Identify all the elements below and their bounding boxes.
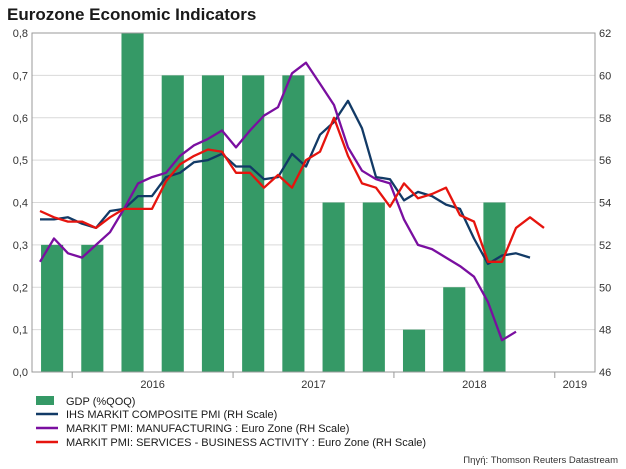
chart-title: Eurozone Economic Indicators — [7, 5, 257, 24]
year-label: 2019 — [563, 379, 587, 391]
legend: GDP (%QOQ) IHS MARKIT COMPOSITE PMI (RH … — [36, 396, 426, 449]
x-axis: 2016 2017 2018 2019 — [71, 372, 587, 391]
series-line-1 — [39, 61, 517, 342]
right-tick-label: 52 — [599, 240, 611, 252]
gdp-bar — [201, 75, 225, 372]
left-tick-label: 0,1 — [13, 325, 28, 337]
right-tick-label: 54 — [599, 198, 611, 210]
gdp-bar — [483, 202, 506, 372]
gdp-bar — [81, 244, 104, 372]
legend-swatch-gdp — [36, 396, 54, 405]
source-note: Πηγή: Thomson Reuters Datastream — [463, 455, 618, 466]
pmi-lines — [39, 61, 545, 342]
gdp-bar — [282, 75, 305, 372]
gdp-bar — [161, 75, 184, 372]
legend-label-composite: IHS MARKIT COMPOSITE PMI (RH Scale) — [66, 409, 277, 421]
right-tick-label: 48 — [599, 325, 611, 337]
legend-label-gdp: GDP (%QOQ) — [66, 396, 135, 408]
left-tick-label: 0,4 — [13, 198, 28, 210]
right-tick-label: 46 — [599, 367, 611, 379]
right-tick-label: 58 — [599, 113, 611, 125]
right-tick-label: 62 — [599, 28, 611, 40]
left-tick-label: 0,3 — [13, 240, 28, 252]
gdp-bar — [242, 75, 265, 372]
left-tick-label: 0,8 — [13, 28, 28, 40]
left-tick-label: 0,2 — [13, 282, 28, 294]
gdp-bars — [41, 33, 506, 372]
gridlines — [32, 32, 595, 373]
year-label: 2018 — [462, 379, 486, 391]
left-axis: 0,0 0,1 0,2 0,3 0,4 0,5 0,6 0,7 0,8 — [13, 28, 28, 379]
right-tick-label: 60 — [599, 70, 611, 82]
left-tick-label: 0,7 — [13, 70, 28, 82]
gdp-bar — [41, 244, 64, 372]
left-tick-label: 0,5 — [13, 155, 28, 167]
year-label: 2017 — [301, 379, 325, 391]
right-tick-label: 50 — [599, 282, 611, 294]
right-axis: 46 48 50 52 54 56 58 60 62 — [599, 28, 611, 379]
left-tick-label: 0,6 — [13, 113, 28, 125]
gdp-bar — [402, 329, 426, 372]
legend-label-manufacturing: MARKIT PMI: MANUFACTURING : Euro Zone (R… — [66, 423, 349, 435]
gdp-bar — [322, 202, 345, 372]
right-tick-label: 56 — [599, 155, 611, 167]
legend-label-services: MARKIT PMI: SERVICES - BUSINESS ACTIVITY… — [66, 437, 426, 449]
gdp-bar — [443, 287, 466, 372]
series-line-2 — [39, 116, 545, 263]
left-tick-label: 0,0 — [13, 367, 28, 379]
gdp-bar — [362, 202, 385, 372]
year-label: 2016 — [140, 379, 164, 391]
plot-frame — [31, 32, 596, 373]
